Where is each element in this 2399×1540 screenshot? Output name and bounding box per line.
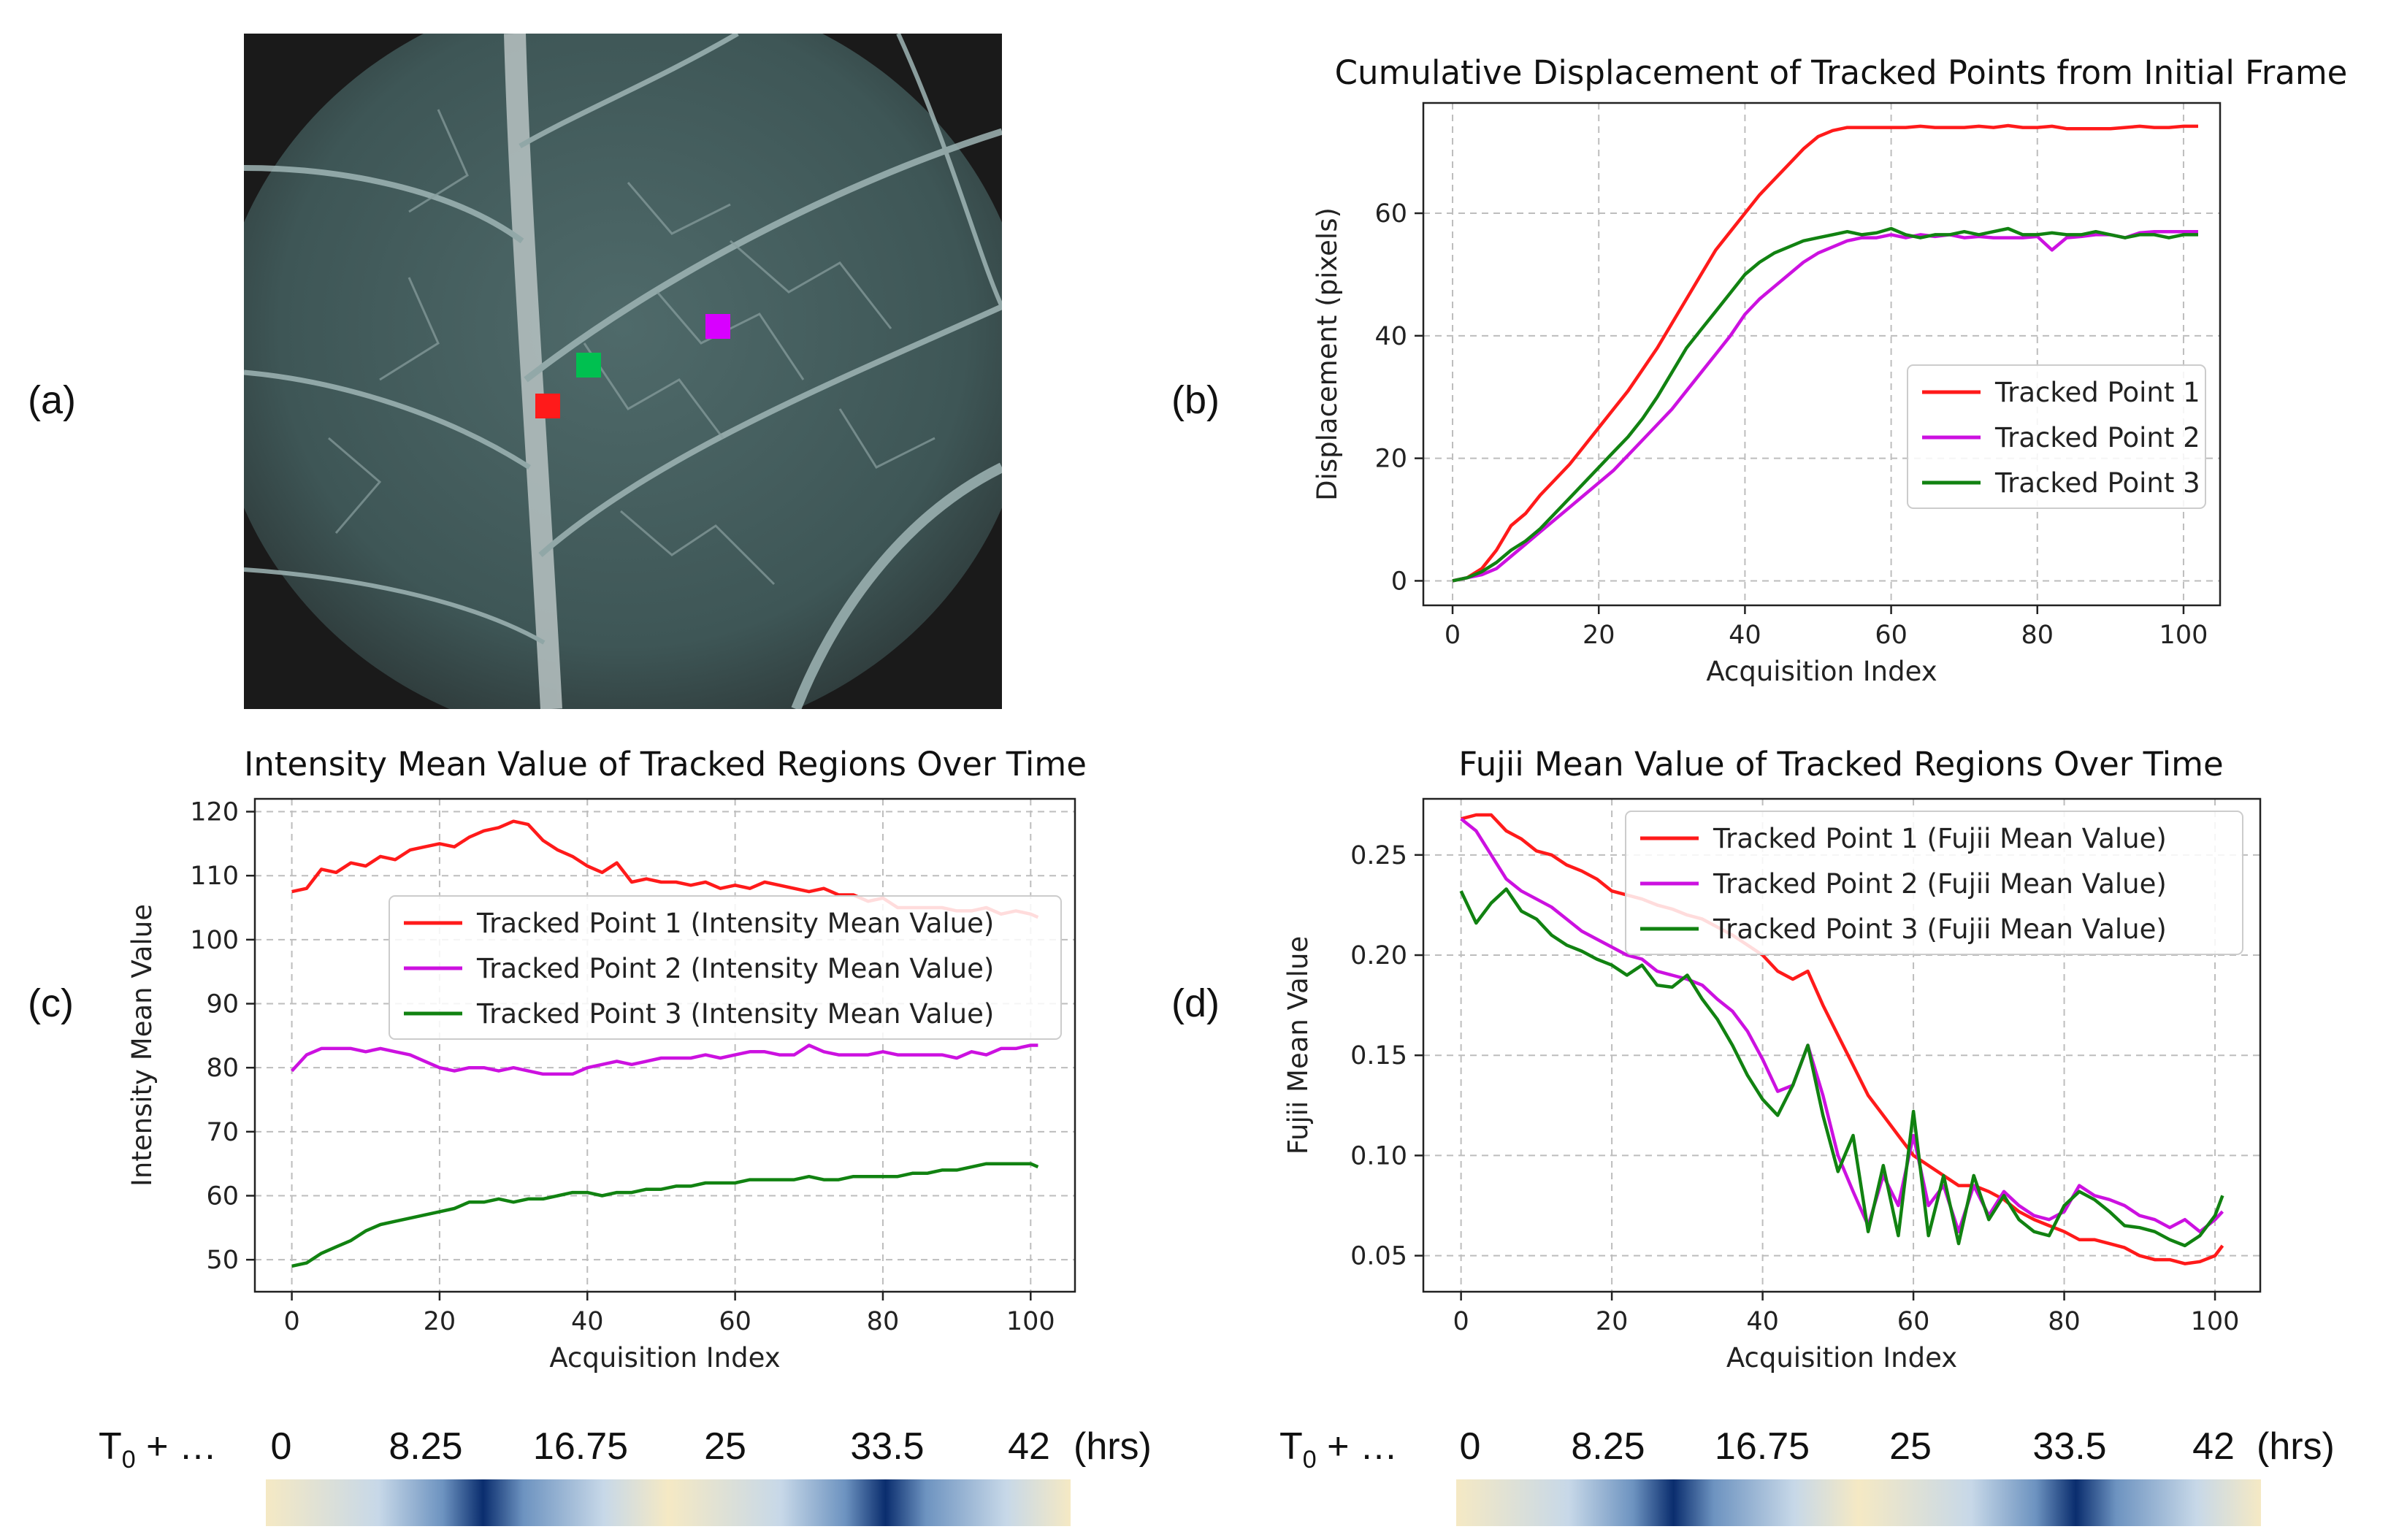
timeline-label: 33.5 bbox=[850, 1425, 924, 1468]
chart-b: 0 20 40 60 80 100 0 20 40 60 Cumulative Displaceme… bbox=[1312, 53, 2347, 687]
timeline-prefix: T0 + … bbox=[1279, 1425, 1398, 1474]
x-axis-label: Acquisition Index bbox=[549, 1342, 780, 1374]
legend-entry-point-2: Tracked Point 2 (Intensity Mean Value) bbox=[476, 953, 994, 984]
x-tick-label: 100 bbox=[2159, 621, 2208, 650]
legend-box bbox=[1625, 811, 2243, 955]
y-tick-label: 0.15 bbox=[1350, 1041, 1407, 1070]
marker-point-1 bbox=[535, 394, 560, 418]
plot-frame bbox=[1422, 101, 2222, 607]
x-tick-label: 80 bbox=[2048, 1307, 2081, 1336]
series-line-point-1 bbox=[1461, 813, 2224, 1265]
x-tick-label: 40 bbox=[571, 1307, 604, 1336]
x-tick-label: 80 bbox=[2021, 621, 2054, 650]
day-night-bar bbox=[1456, 1479, 2261, 1526]
chart-d: 0 20 40 60 80 100 0.05 0.10 0.15 0.20 0.25 Fujii Me… bbox=[1282, 745, 2262, 1374]
timeline-label: 25 bbox=[704, 1425, 746, 1468]
panel-label-c: (c) bbox=[28, 981, 74, 1025]
legend-entry-point-2: Tracked Point 2 bbox=[1994, 422, 2200, 453]
y-tick-label: 20 bbox=[1374, 445, 1407, 474]
timeline-left: T0 + … 0 8.25 16.75 25 33.5 42 (hrs) bbox=[99, 1425, 1152, 1526]
chart-c: 0 20 40 60 80 1005060708090100110120Intensity… bbox=[126, 745, 1087, 1374]
plot-frame bbox=[1422, 797, 2262, 1293]
legend-entry-point-1: Tracked Point 1 (Fujii Mean Value) bbox=[1713, 823, 2167, 854]
timeline-label: 0 bbox=[1460, 1425, 1481, 1468]
x-axis-label: Acquisition Index bbox=[1726, 1342, 1957, 1374]
panel-label-b: (b) bbox=[1171, 378, 1220, 422]
y-tick-label: 0 bbox=[1391, 567, 1407, 596]
legend-entry-point-3: Tracked Point 3 bbox=[1994, 467, 2200, 499]
day-night-bar bbox=[266, 1479, 1071, 1526]
legend-entry-point-1: Tracked Point 1 (Intensity Mean Value) bbox=[476, 908, 994, 939]
series-line-point-3 bbox=[1452, 226, 2198, 583]
timeline-label: 0 bbox=[271, 1425, 292, 1468]
x-tick-label: 60 bbox=[1897, 1307, 1930, 1336]
series-line-point-2 bbox=[290, 1043, 1038, 1076]
timeline-label: 8.25 bbox=[1571, 1425, 1645, 1468]
y-axis-label: Fujii Mean Value bbox=[1282, 936, 1314, 1155]
series-line-point-2 bbox=[1460, 817, 2224, 1233]
x-tick-label: 60 bbox=[719, 1307, 751, 1336]
y-tick-label: 120 bbox=[190, 798, 239, 827]
y-axis-label: Displacement (pixels) bbox=[1312, 207, 1343, 501]
marker-point-2 bbox=[705, 314, 730, 339]
timeline-unit: (hrs) bbox=[2257, 1425, 2335, 1468]
timeline-right: T0 + … 0 8.25 16.75 25 33.5 42 (hrs) bbox=[1279, 1425, 2335, 1526]
x-tick-label: 60 bbox=[1875, 621, 1908, 650]
y-tick-label: 0.20 bbox=[1350, 941, 1407, 970]
chart-title: Cumulative Displacement of Tracked Point… bbox=[1335, 53, 2348, 92]
x-tick-label: 0 bbox=[1453, 1307, 1469, 1336]
y-axis-label: Intensity Mean Value bbox=[126, 904, 158, 1187]
timeline-prefix: T0 + … bbox=[99, 1425, 217, 1474]
y-tick-label: 40 bbox=[1374, 322, 1407, 351]
x-axis-label: Acquisition Index bbox=[1706, 656, 1937, 687]
marker-point-3 bbox=[576, 353, 601, 378]
timeline-label: 8.25 bbox=[389, 1425, 462, 1468]
timeline-label: 16.75 bbox=[533, 1425, 628, 1468]
legend-entry-point-1: Tracked Point 1 bbox=[1994, 377, 2200, 408]
y-tick-label: 90 bbox=[206, 990, 239, 1019]
x-tick-label: 80 bbox=[867, 1307, 900, 1336]
y-tick-label: 0.10 bbox=[1350, 1141, 1407, 1171]
legend-box bbox=[389, 895, 1062, 1040]
y-tick-label: 50 bbox=[206, 1246, 239, 1275]
timeline-label: 42 bbox=[2192, 1425, 2235, 1468]
panel-label-d: (d) bbox=[1171, 981, 1220, 1025]
y-tick-label: 60 bbox=[1374, 199, 1407, 229]
x-tick-label: 20 bbox=[1583, 621, 1615, 650]
series-line-point-3 bbox=[291, 1162, 1039, 1268]
x-tick-label: 40 bbox=[1746, 1307, 1779, 1336]
timeline-label: 33.5 bbox=[2032, 1425, 2106, 1468]
x-tick-label: 20 bbox=[1596, 1307, 1629, 1336]
series-line-point-1 bbox=[1452, 123, 2198, 583]
timeline-label: 16.75 bbox=[1715, 1425, 1810, 1468]
x-tick-label: 20 bbox=[424, 1307, 456, 1336]
y-tick-label: 0.25 bbox=[1350, 841, 1407, 870]
plot-frame bbox=[253, 797, 1076, 1293]
legend-entry-point-3: Tracked Point 3 (Intensity Mean Value) bbox=[476, 998, 994, 1030]
timeline-unit: (hrs) bbox=[1074, 1425, 1152, 1468]
timeline-label: 42 bbox=[1008, 1425, 1050, 1468]
legend-entry-point-3: Tracked Point 3 (Fujii Mean Value) bbox=[1713, 913, 2167, 945]
x-tick-label: 0 bbox=[283, 1307, 299, 1336]
x-tick-label: 100 bbox=[1006, 1307, 1055, 1336]
series-line-point-2 bbox=[1452, 229, 2198, 583]
chart-title: Intensity Mean Value of Tracked Regions … bbox=[244, 745, 1087, 784]
series-line-point-3 bbox=[1459, 887, 2224, 1248]
y-tick-label: 60 bbox=[206, 1182, 239, 1211]
leaf-photo bbox=[244, 34, 1002, 709]
x-tick-label: 100 bbox=[2191, 1307, 2240, 1336]
timeline-label: 25 bbox=[1889, 1425, 1932, 1468]
chart-title: Fujii Mean Value of Tracked Regions Over… bbox=[1458, 745, 2223, 784]
x-tick-label: 0 bbox=[1445, 621, 1461, 650]
panel-label-a: (a) bbox=[28, 378, 76, 422]
y-tick-label: 70 bbox=[206, 1118, 239, 1147]
y-tick-label: 80 bbox=[206, 1054, 239, 1083]
y-tick-label: 100 bbox=[190, 926, 239, 955]
y-tick-label: 110 bbox=[190, 862, 239, 891]
legend-box bbox=[1907, 364, 2206, 509]
legend-entry-point-2: Tracked Point 2 (Fujii Mean Value) bbox=[1713, 868, 2167, 900]
y-tick-label: 0.05 bbox=[1350, 1242, 1407, 1271]
x-tick-label: 40 bbox=[1729, 621, 1761, 650]
